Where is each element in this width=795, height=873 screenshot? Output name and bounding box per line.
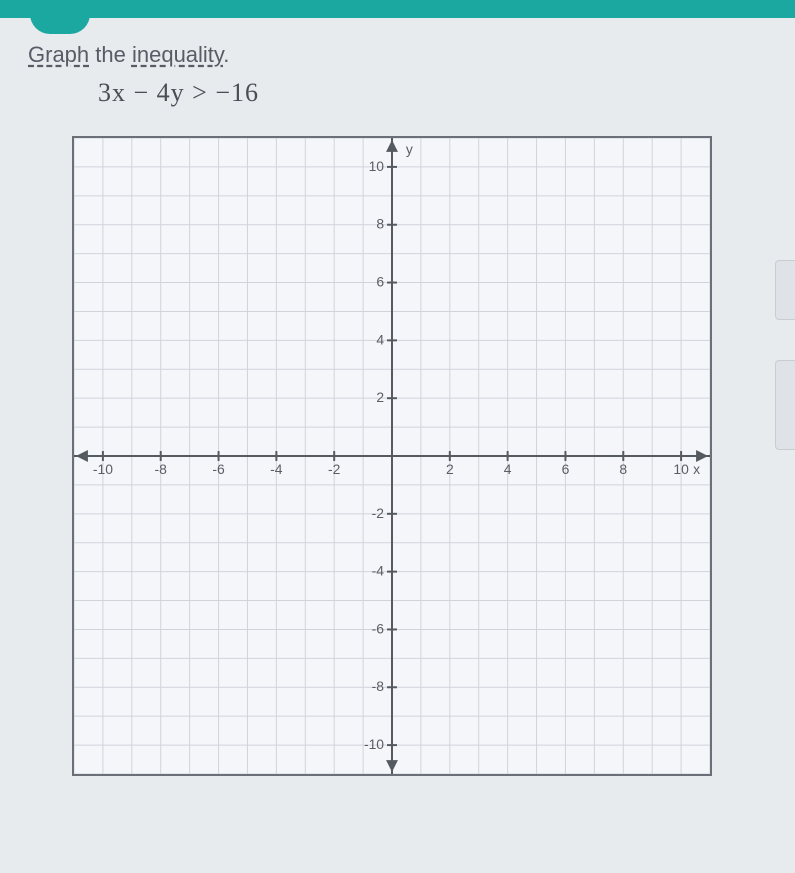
svg-text:-10: -10 <box>93 461 113 477</box>
header-bar <box>0 0 795 18</box>
svg-text:-4: -4 <box>270 461 283 477</box>
svg-text:2: 2 <box>376 389 384 405</box>
svg-text:-8: -8 <box>372 678 385 694</box>
svg-text:-6: -6 <box>212 461 225 477</box>
svg-text:x: x <box>693 461 700 477</box>
svg-text:6: 6 <box>376 274 384 290</box>
prompt-end: . <box>223 42 229 67</box>
link-inequality[interactable]: inequality <box>132 42 223 67</box>
svg-text:-2: -2 <box>372 505 385 521</box>
side-tool-1[interactable] <box>775 260 795 320</box>
svg-text:-2: -2 <box>328 461 341 477</box>
svg-text:10: 10 <box>369 158 385 174</box>
prompt-text: Graph the inequality. <box>28 42 795 68</box>
svg-text:-4: -4 <box>372 563 385 579</box>
svg-text:2: 2 <box>446 461 454 477</box>
svg-text:4: 4 <box>504 461 512 477</box>
svg-text:-10: -10 <box>364 736 384 752</box>
svg-text:6: 6 <box>562 461 570 477</box>
svg-text:-6: -6 <box>372 620 385 636</box>
svg-text:10: 10 <box>673 461 689 477</box>
svg-text:-8: -8 <box>155 461 168 477</box>
equation-text: 3x − 4y > −16 <box>98 78 795 108</box>
prompt-mid: the <box>89 42 132 67</box>
content-area: Graph the inequality. 3x − 4y > −16 -10-… <box>0 0 795 776</box>
svg-text:y: y <box>406 141 413 157</box>
grid-svg: -10 -8 -6 -4 -2 2 4 6 8 10 -10 -8 -6 -4 -2 2 4 6 8 10 y x <box>74 138 710 774</box>
side-tool-2[interactable] <box>775 360 795 450</box>
svg-text:8: 8 <box>619 461 627 477</box>
svg-text:4: 4 <box>376 331 384 347</box>
header-tab <box>30 0 90 34</box>
link-graph[interactable]: Graph <box>28 42 89 67</box>
graph-canvas[interactable]: -10 -8 -6 -4 -2 2 4 6 8 10 -10 -8 -6 -4 -2 2 4 6 8 10 y x <box>72 136 712 776</box>
svg-text:8: 8 <box>376 216 384 232</box>
